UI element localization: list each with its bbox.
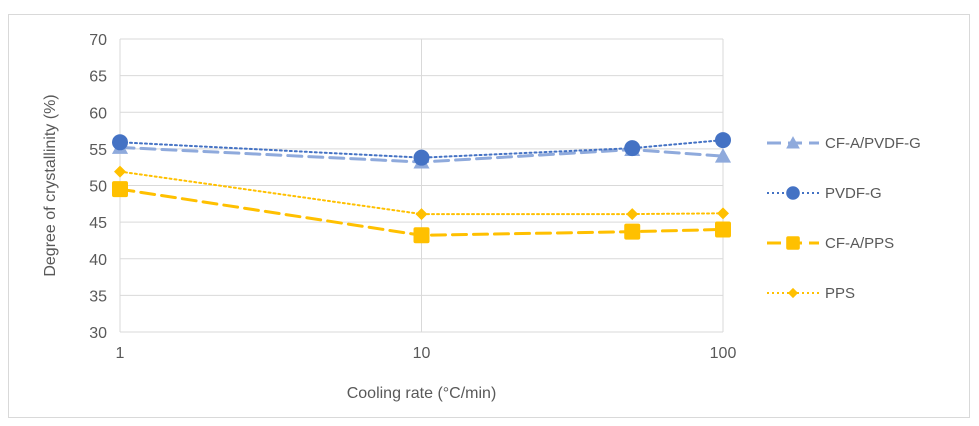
x-tick-label: 100: [710, 345, 737, 362]
legend-entry: PPS: [767, 285, 855, 302]
series-line: [118, 145, 725, 164]
y-tick-label: 30: [89, 325, 107, 342]
legend-marker: [787, 287, 799, 299]
crystallinity-chart: 30 35 40 45 50 55 60 65 70 1 10 100 CF-A/PVDF-G PVDF…: [42, 32, 921, 402]
x-axis-title: Cooling rate (°C/min): [347, 385, 497, 402]
axis-layer: 30 35 40 45 50 55 60 65 70 1 10 100: [89, 32, 736, 362]
y-tick-label: 45: [89, 215, 107, 232]
y-tick-label: 35: [89, 288, 107, 305]
series-line: [118, 187, 725, 237]
data-point: [112, 181, 128, 198]
y-tick-label: 55: [89, 142, 107, 159]
grid-layer: [119, 38, 724, 333]
legend-label: PPS: [825, 285, 855, 302]
data-point: [415, 208, 428, 221]
legend-label: CF-A/PPS: [825, 235, 894, 252]
y-tick-label: 65: [89, 69, 107, 86]
data-point: [112, 134, 128, 151]
data-point: [714, 148, 732, 163]
legend-label: PVDF-G: [825, 185, 882, 202]
y-tick-label: 70: [89, 32, 107, 49]
data-point: [715, 132, 731, 149]
data-point: [715, 221, 731, 238]
x-tick-label: 10: [413, 345, 431, 362]
data-point: [114, 165, 126, 178]
series-line: [119, 139, 724, 159]
data-point: [413, 149, 430, 166]
series-layer: [111, 132, 732, 244]
series-line: [119, 170, 724, 216]
y-tick-label: 40: [89, 252, 107, 269]
data-point: [717, 207, 729, 220]
legend-entry: CF-A/PVDF-G: [767, 135, 921, 152]
chart-frame: 30 35 40 45 50 55 60 65 70 1 10 100 CF-A/PVDF-G PVDF…: [8, 14, 970, 418]
series-cf-a-pps: [112, 181, 731, 244]
y-axis-title: Degree of crystallinity (%): [42, 94, 59, 276]
y-tick-label: 50: [89, 179, 107, 196]
series-pps: [114, 165, 729, 221]
legend-layer: CF-A/PVDF-G PVDF-G CF-A/PPS PPS: [767, 135, 921, 302]
series-pvdf-g: [112, 132, 731, 166]
legend-marker: [786, 136, 800, 149]
legend-marker: [786, 236, 800, 250]
data-point: [626, 208, 639, 221]
legend-entry: CF-A/PPS: [767, 235, 894, 252]
data-point: [624, 223, 641, 240]
data-point: [624, 140, 641, 157]
data-point: [413, 227, 430, 244]
legend-label: CF-A/PVDF-G: [825, 135, 921, 152]
y-tick-label: 60: [89, 105, 107, 122]
legend-entry: PVDF-G: [767, 185, 882, 202]
legend-marker: [786, 186, 800, 200]
x-tick-label: 1: [116, 345, 125, 362]
